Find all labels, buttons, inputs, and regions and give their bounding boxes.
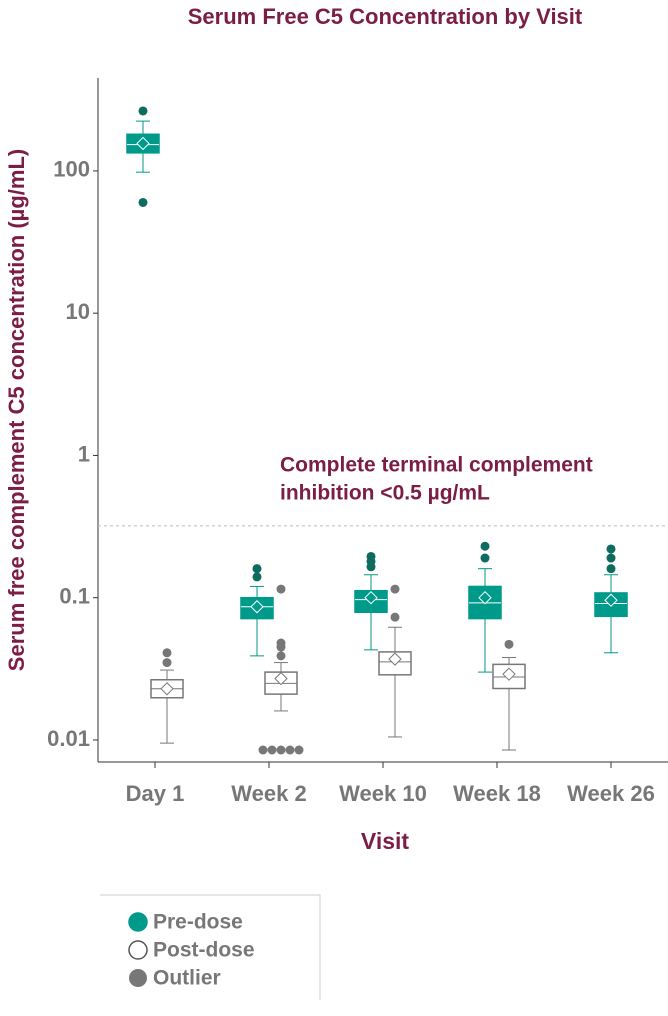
outlier <box>606 544 616 554</box>
outlier <box>276 642 286 652</box>
mean <box>364 590 378 605</box>
mean <box>604 593 618 607</box>
outlier <box>285 745 295 755</box>
x-tick-label: Day 1 <box>126 781 185 806</box>
x-tick-label: Week 10 <box>339 781 427 806</box>
outlier <box>390 584 400 594</box>
outlier <box>252 564 262 574</box>
outlier <box>162 648 172 658</box>
legend-marker <box>128 912 148 932</box>
outlier <box>138 106 148 116</box>
outlier <box>276 584 286 594</box>
outlier <box>480 553 490 563</box>
x-tick-label: Week 18 <box>453 781 541 806</box>
outlier <box>366 562 376 572</box>
legend-marker <box>129 969 147 987</box>
outlier <box>480 541 490 551</box>
outlier <box>606 553 616 563</box>
annotation: Complete terminal complement <box>280 454 593 477</box>
legend-label: Post-dose <box>153 939 255 962</box>
y-tick-label: 100 <box>53 157 90 182</box>
outlier <box>258 745 268 755</box>
mean <box>502 667 516 681</box>
outlier <box>606 564 616 574</box>
y-tick-label: 1 <box>78 441 90 466</box>
outlier <box>504 639 514 649</box>
outlier <box>267 745 277 755</box>
annotation: inhibition <0.5 µg/mL <box>280 482 490 505</box>
outlier <box>252 572 262 582</box>
legend-marker <box>128 940 148 960</box>
mean <box>274 671 288 686</box>
mean <box>250 600 264 614</box>
legend-frame <box>100 894 321 1000</box>
outlier <box>138 197 148 207</box>
y-axis-label: Serum free complement C5 concentration (… <box>4 149 29 671</box>
mean <box>136 136 150 151</box>
outlier <box>294 745 304 755</box>
y-tick-label: 0.01 <box>47 726 90 751</box>
x-tick-label: Week 2 <box>231 781 306 806</box>
legend-label: Pre-dose <box>153 911 243 934</box>
mean <box>160 682 174 696</box>
outlier <box>162 658 172 668</box>
outlier <box>276 745 286 755</box>
outlier <box>390 612 400 622</box>
x-tick-label: Week 26 <box>567 781 655 806</box>
y-tick-label: 10 <box>66 299 90 324</box>
mean <box>388 652 402 666</box>
outlier <box>276 651 286 661</box>
y-tick-label: 0.1 <box>59 584 90 609</box>
legend-label: Outlier <box>153 967 221 990</box>
mean <box>478 590 492 605</box>
chart-title: Serum Free C5 Concentration by Visit <box>188 4 583 29</box>
x-axis-label: Visit <box>361 828 409 854</box>
